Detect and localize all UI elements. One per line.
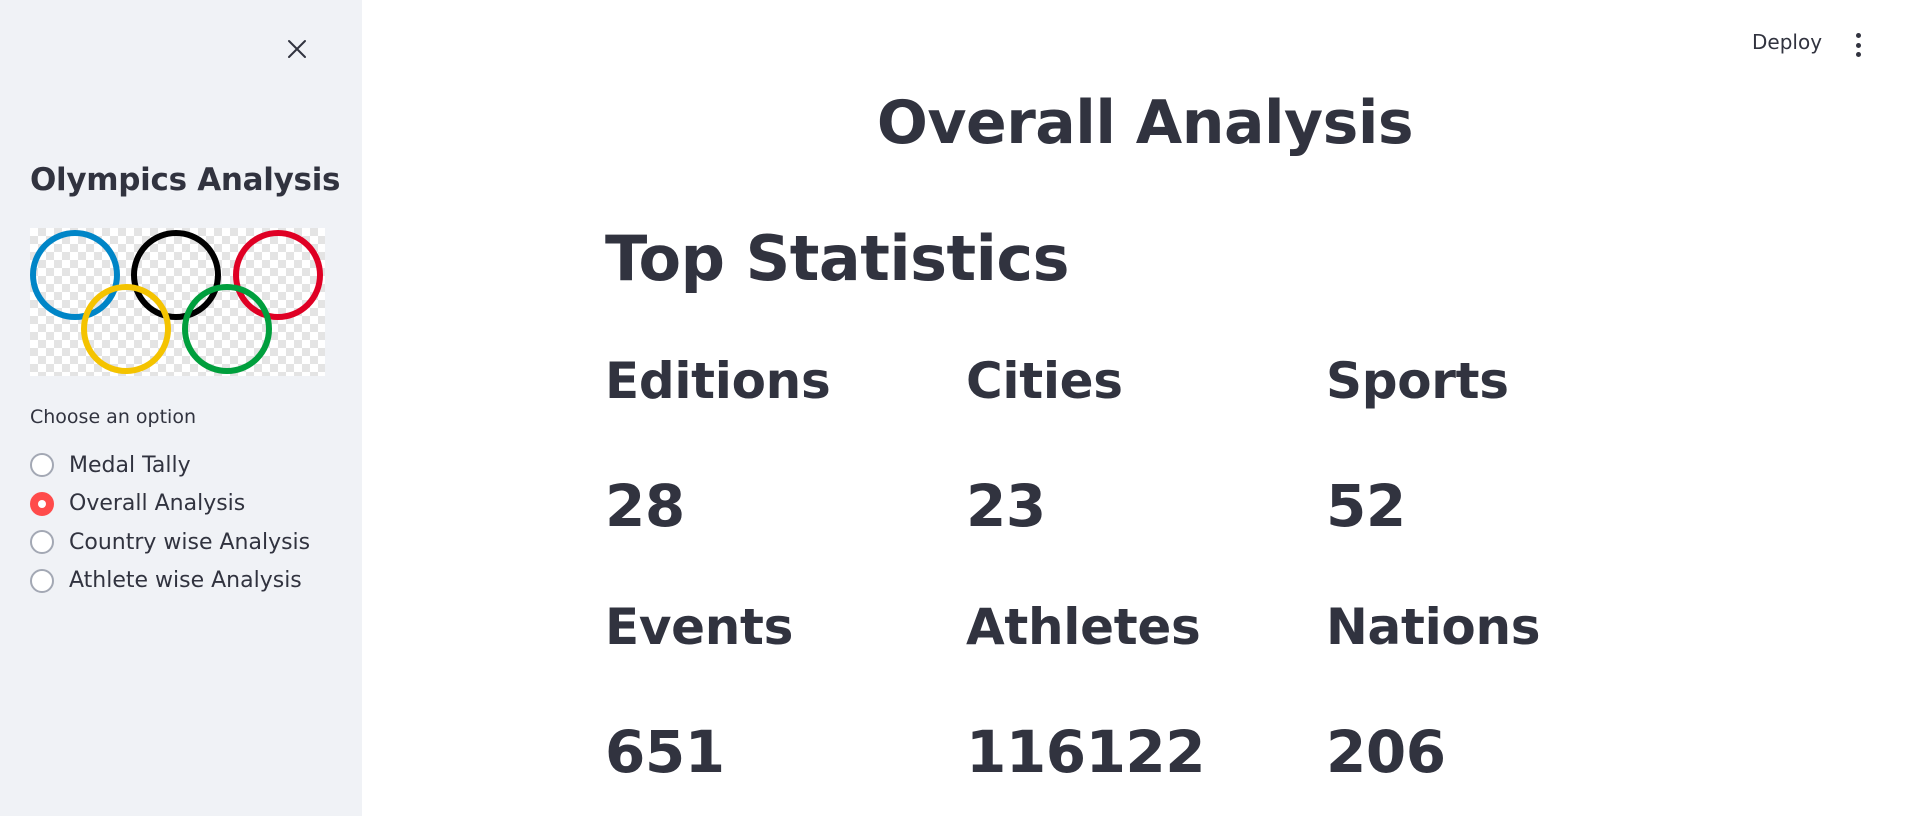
radio-country-wise-analysis[interactable]: Country wise Analysis [30,523,310,562]
stat-value-cities: 23 [966,472,1046,540]
radio-circle-icon[interactable] [30,530,54,555]
radio-athlete-wise-analysis[interactable]: Athlete wise Analysis [30,562,310,601]
sidebar-title: Olympics Analysis [30,162,341,198]
ring-green [182,284,272,374]
radio-option-label: Country wise Analysis [69,529,311,555]
stat-value-nations: 206 [1326,718,1446,786]
radio-circle-icon[interactable] [30,568,54,593]
vertical-dots-icon [1855,33,1861,38]
stat-value-events: 651 [605,718,725,786]
ring-black [131,230,221,320]
ring-red [233,230,323,320]
radio-option-label: Medal Tally [69,452,191,478]
stat-value-sports: 52 [1326,472,1406,540]
ring-blue [30,230,120,320]
stat-label-editions: Editions [605,352,831,410]
olympic-rings-image [30,228,325,376]
stat-label-sports: Sports [1326,352,1509,410]
stat-label-nations: Nations [1326,598,1541,656]
deploy-button[interactable]: Deploy [1752,30,1823,54]
radio-option-label: Overall Analysis [69,491,246,517]
page-title: Overall Analysis [876,88,1414,158]
olympic-rings-icon [30,230,323,374]
stat-label-events: Events [605,598,794,656]
ring-yellow [81,284,171,374]
option-radio-group: Medal Tally Overall Analysis Country wis… [30,446,310,600]
sidebar: Olympics Analysis Choose an option Medal… [0,0,362,816]
close-icon [288,40,306,58]
stat-value-editions: 28 [605,472,685,540]
section-title: Top Statistics [605,222,1070,295]
main-menu-button[interactable] [1848,30,1868,60]
dot [1855,42,1861,48]
stat-label-cities: Cities [966,352,1123,410]
stat-label-athletes: Athletes [966,598,1201,656]
dot [1855,52,1861,57]
radio-circle-selected-icon[interactable] [30,491,54,516]
radio-circle-icon[interactable] [30,453,54,478]
radio-medal-tally[interactable]: Medal Tally [30,446,310,485]
close-sidebar-button[interactable] [280,32,314,66]
stat-value-athletes: 116122 [966,718,1206,786]
radio-option-label: Athlete wise Analysis [69,568,302,594]
radio-overall-analysis[interactable]: Overall Analysis [30,485,310,524]
radio-group-label: Choose an option [30,406,196,428]
